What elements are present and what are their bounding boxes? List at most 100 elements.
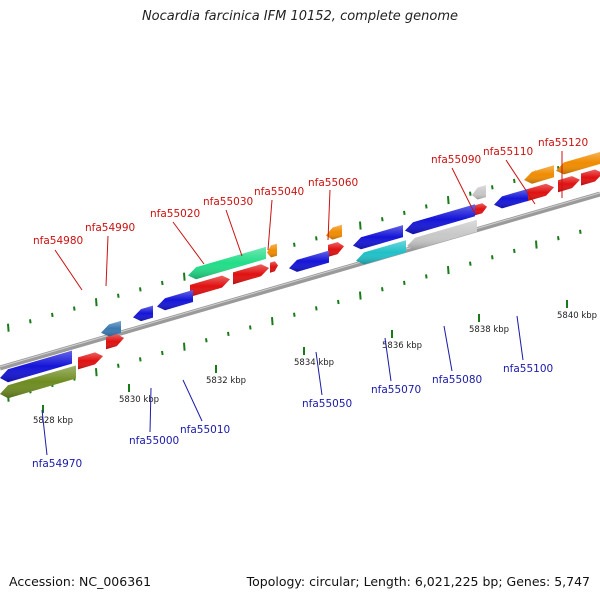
gene-label-nfa55070: nfa55070	[371, 384, 421, 396]
gene-label-nfa55050: nfa55050	[302, 398, 352, 410]
leader-line-nfa55030	[225, 209, 243, 257]
tick-mark-bottom	[205, 338, 208, 343]
leader-line-nfa55070	[384, 337, 392, 382]
gene-blue-long-shade	[405, 204, 475, 235]
gene-nfa55000-shade	[133, 305, 153, 322]
gene-label-nfa54990: nfa54990	[85, 222, 135, 234]
tick-mark-top	[29, 319, 32, 324]
leader-line-nfa55040	[267, 199, 273, 251]
tick-mark-top	[469, 191, 472, 196]
tick-mark-top	[513, 178, 516, 184]
tick-mark-bottom	[293, 312, 296, 317]
gene-label-nfa55000: nfa55000	[129, 435, 179, 447]
gene-label-nfa54970: nfa54970	[32, 458, 82, 470]
gene-red-c-shade	[581, 169, 600, 186]
gene-label-nfa55100: nfa55100	[503, 363, 553, 375]
gene-nfa55030-shade	[233, 264, 269, 285]
gene-nfa54980-shade	[78, 352, 103, 370]
tick-mark-bottom	[227, 331, 230, 337]
tick-mark-bottom	[491, 255, 494, 260]
kbp-label: 5830 kbp	[119, 395, 159, 405]
gene-nfa55060-shade	[326, 224, 342, 240]
tick-mark-top	[51, 312, 54, 318]
gene-label-nfa55020: nfa55020	[150, 208, 200, 220]
map-title: Nocardia farcinica IFM 10152, complete g…	[141, 9, 459, 24]
genome-backbone	[0, 191, 600, 371]
tick-mark-bottom	[535, 240, 538, 249]
gene-nfa55110-shade	[524, 165, 554, 184]
gene-label-nfa55090: nfa55090	[431, 154, 481, 166]
gene-label-nfa55030: nfa55030	[203, 196, 253, 208]
gene-label-nfa55010: nfa55010	[180, 424, 230, 436]
gene-label-nfa55080: nfa55080	[432, 374, 482, 386]
tick-mark-top	[73, 306, 76, 311]
kbp-label: 5834 kbp	[294, 358, 334, 368]
gene-gray-small-shade	[472, 185, 486, 200]
tick-mark-top	[447, 196, 450, 205]
tick-mark-bottom	[579, 229, 582, 234]
gene-nfa54970-shade	[0, 365, 76, 399]
gene-nfa55100-shade	[494, 188, 528, 209]
leader-line-nfa55010	[182, 379, 203, 422]
gene-box-steelblue-shade	[101, 320, 121, 337]
gene-nfa54990-shade	[106, 334, 124, 350]
kbp-label: 5836 kbp	[382, 341, 422, 351]
tick-mark-bottom	[425, 274, 428, 279]
tick-mark-bottom	[513, 248, 516, 254]
tick-mark-bottom	[139, 357, 142, 362]
tick-mark-bottom	[469, 261, 472, 266]
tick-mark-top	[403, 210, 406, 215]
gene-nfa55120-shade	[556, 151, 600, 175]
tick-mark-bottom	[403, 280, 406, 285]
gene-blue-mid-shade	[353, 225, 403, 250]
gene-red-small-shade	[328, 242, 344, 257]
tick-mark-top	[139, 287, 142, 292]
kbp-label: 5838 kbp	[469, 325, 509, 335]
gene-nfa55040-shade	[270, 261, 278, 273]
leader-line-nfa54970	[41, 409, 48, 456]
gene-label-nfa55040: nfa55040	[254, 186, 304, 198]
leader-line-nfa55100	[516, 315, 524, 361]
tick-mark-bottom	[249, 325, 252, 330]
tick-mark-bottom	[271, 317, 274, 326]
gene-nfa55010-shade	[157, 290, 193, 311]
tick-mark-bottom	[95, 368, 98, 377]
tick-mark-top	[315, 236, 318, 241]
tick-mark-bottom	[337, 299, 340, 305]
kbp-label: 5828 kbp	[33, 416, 73, 426]
gene-blue-left-shade	[0, 350, 72, 383]
tick-mark-top	[183, 272, 186, 281]
gene-label-nfa55110: nfa55110	[483, 146, 533, 158]
gene-red-a-shade	[526, 183, 554, 202]
tick-mark-top	[425, 204, 428, 209]
tick-mark-top	[381, 217, 384, 222]
leader-line-nfa55000	[149, 387, 152, 433]
gene-red-b-shade	[558, 176, 580, 193]
kbp-label: 5840 kbp	[557, 311, 597, 321]
leader-line-nfa54980	[54, 249, 83, 291]
tick-mark-bottom	[161, 350, 164, 356]
gene-teal-shade	[188, 246, 266, 280]
tick-mark-top	[359, 221, 362, 230]
leader-line-nfa55110	[505, 159, 536, 205]
leader-line-nfa55080	[443, 325, 453, 372]
tick-mark-bottom	[117, 363, 120, 368]
gene-label-nfa54980: nfa54980	[33, 235, 83, 247]
leader-line-nfa55020	[172, 221, 205, 265]
tick-mark-top	[293, 242, 296, 247]
leader-line-nfa55050	[315, 351, 323, 396]
leader-line-nfa55090	[451, 167, 475, 213]
tick-mark-bottom	[315, 306, 318, 311]
tick-mark-top	[161, 280, 164, 286]
gene-nfa55020-shade	[190, 275, 230, 297]
gene-nfa55080-shade	[407, 219, 477, 250]
gene-orange-small-shade	[267, 243, 277, 258]
gene-nfa55090-shade	[475, 203, 487, 216]
tick-mark-bottom	[557, 236, 560, 241]
tick-mark-top	[95, 298, 98, 307]
accession-text: Accession: NC_006361	[9, 574, 152, 589]
gene-label-nfa55060: nfa55060	[308, 177, 358, 189]
gene-nfa55070-shade	[356, 240, 406, 265]
